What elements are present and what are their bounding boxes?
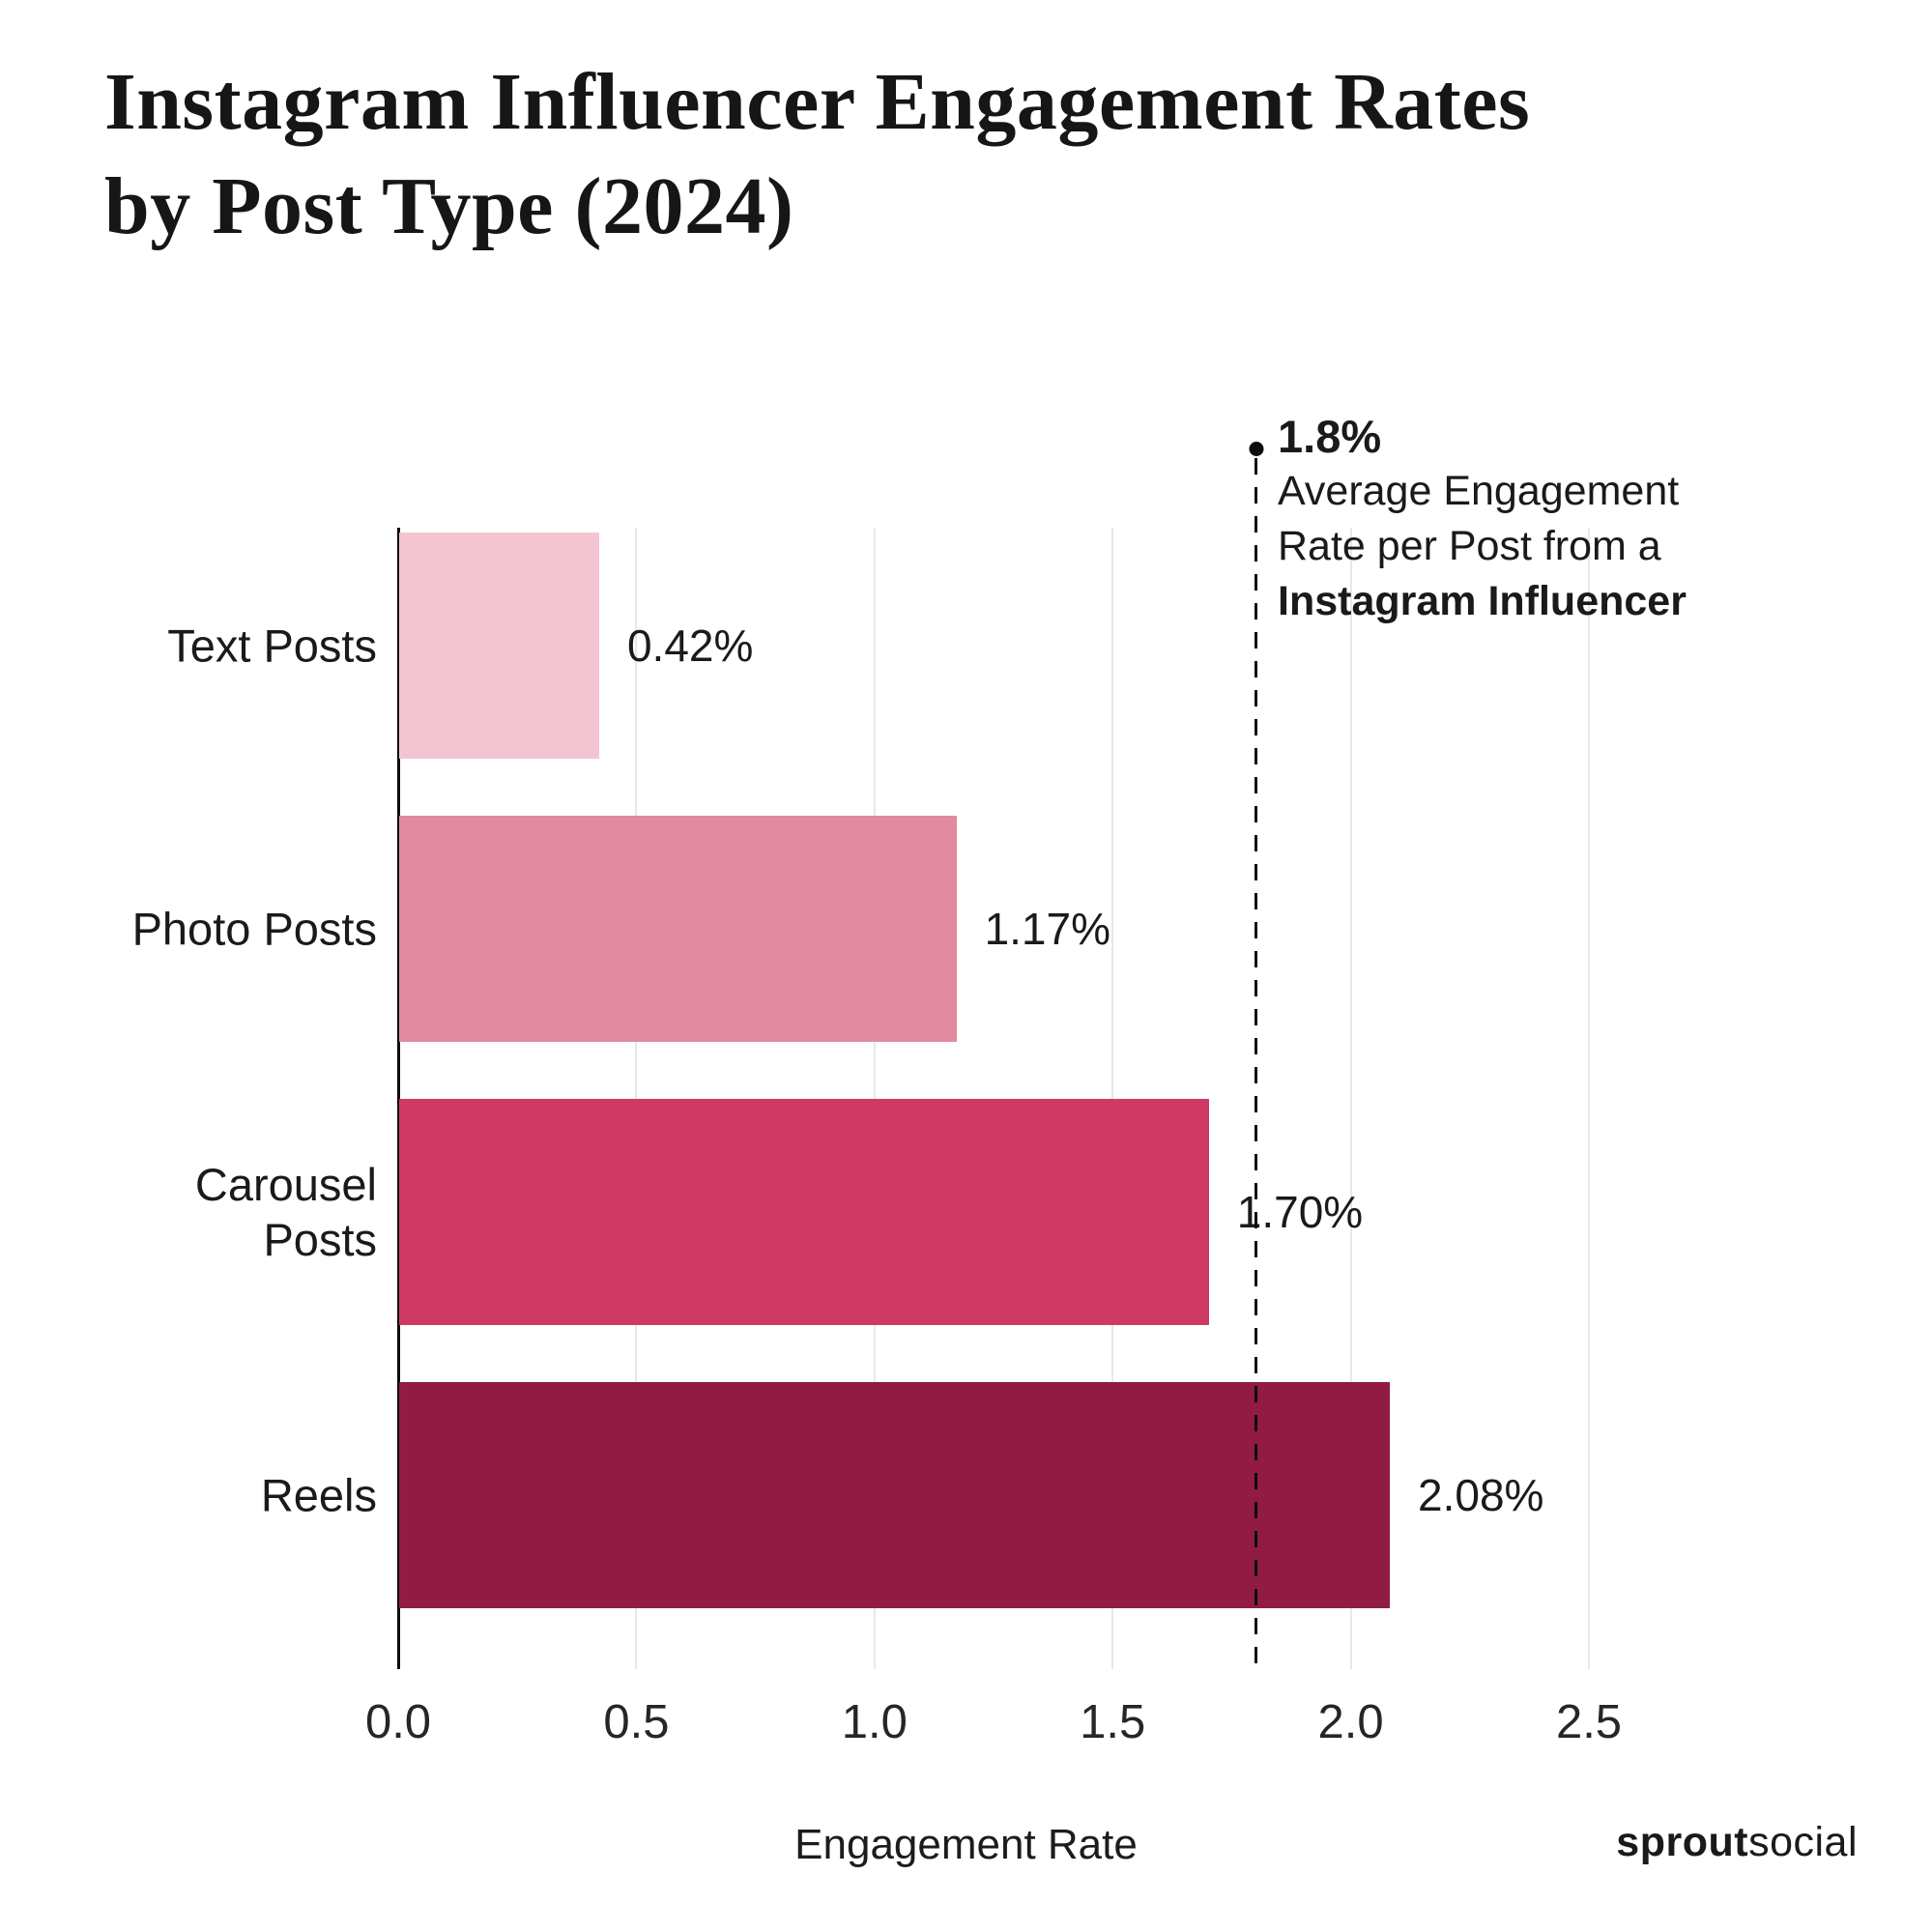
- value-label-carousel-posts: 1.70%: [1236, 1187, 1364, 1237]
- average-annotation-line-2: Rate per Post from a: [1278, 523, 1661, 569]
- bar-reels: [399, 1382, 1391, 1608]
- bar-text-posts: [399, 533, 599, 759]
- sproutsocial-logo-sprout: sprout: [1616, 1819, 1749, 1865]
- chart-title-line-2: by Post Type (2024): [104, 161, 794, 251]
- y-axis-line: [397, 528, 400, 1669]
- bar-photo-posts: [399, 816, 957, 1042]
- x-tick-label-2.5: 2.5: [1555, 1696, 1623, 1748]
- gridline-1.5: [1111, 528, 1114, 1669]
- bar-carousel-posts: [399, 1099, 1209, 1325]
- sproutsocial-logo: sproutsocial: [1616, 1819, 1858, 1866]
- x-tick-label-2.0: 2.0: [1317, 1696, 1384, 1748]
- x-tick-label-0.5: 0.5: [603, 1696, 670, 1748]
- plot-area: 0.42% 1.17% 1.70% 2.08%: [397, 528, 1590, 1669]
- x-axis-title: Engagement Rate: [794, 1821, 1138, 1868]
- average-annotation-line-1: Average Engagement: [1278, 468, 1680, 514]
- x-tick-label-1.5: 1.5: [1080, 1696, 1146, 1748]
- average-annotation-line-3: Instagram Influencer: [1278, 578, 1687, 624]
- category-label-reels: Reels: [260, 1469, 377, 1521]
- average-annotation: 1.8% Average Engagement Rate per Post fr…: [1278, 410, 1687, 629]
- average-marker-dot: [1249, 442, 1263, 456]
- category-label-photo-posts: Photo Posts: [131, 903, 377, 955]
- x-tick-label-1.0: 1.0: [841, 1696, 908, 1748]
- category-label-text-posts: Text Posts: [167, 620, 377, 672]
- value-label-text-posts: 0.42%: [626, 620, 754, 671]
- gridline-0.5: [635, 528, 638, 1669]
- average-annotation-value: 1.8%: [1278, 411, 1382, 462]
- gridline-1.0: [873, 528, 876, 1669]
- chart-title: Instagram Influencer Engagement Rates by …: [104, 50, 1530, 259]
- gridline-2.5: [1588, 528, 1590, 1669]
- value-label-photo-posts: 1.17%: [984, 904, 1110, 954]
- value-label-reels: 2.08%: [1418, 1470, 1544, 1520]
- average-reference-line: [1249, 442, 1263, 1669]
- category-label-carousel-posts: Carousel Posts: [194, 1159, 377, 1265]
- chart-title-line-1: Instagram Influencer Engagement Rates: [104, 57, 1531, 147]
- gridline-2.0: [1349, 528, 1352, 1669]
- x-tick-label-0.0: 0.0: [364, 1696, 432, 1748]
- sproutsocial-logo-social: social: [1748, 1819, 1858, 1865]
